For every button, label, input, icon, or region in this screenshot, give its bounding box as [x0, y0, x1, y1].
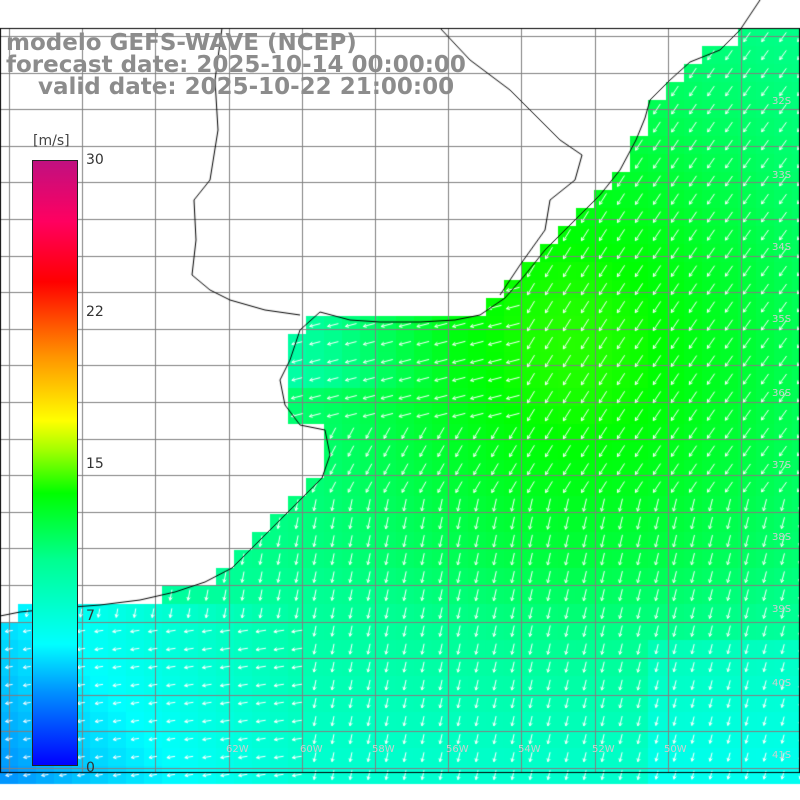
lat-label: 32S [772, 96, 792, 107]
lon-label: 58W [372, 744, 395, 755]
lon-label: 60W [300, 744, 323, 755]
model-title: modelo GEFS-WAVE (NCEP) [6, 30, 357, 56]
lon-label: 50W [664, 744, 687, 755]
lat-label: 40S [772, 678, 792, 689]
valid-date: valid date: 2025-10-22 21:00:00 [6, 74, 455, 100]
forecast-date: forecast date: 2025-10-14 00:00:00 [6, 52, 466, 78]
lat-label: 38S [772, 532, 792, 543]
colorbar-tick-30: 30 [86, 152, 104, 168]
lat-label: 33S [772, 170, 792, 181]
lat-label: 36S [772, 388, 792, 399]
lat-label: 39S [772, 604, 792, 615]
colorbar-tick-7: 7 [86, 608, 95, 624]
colorbar-unit: [m/s] [33, 133, 70, 149]
lon-label: 62W [226, 744, 249, 755]
lat-label: 34S [772, 242, 792, 253]
lon-label: 56W [446, 744, 469, 755]
colorbar-tick-0: 0 [86, 760, 95, 776]
lon-label: 52W [592, 744, 615, 755]
colorbar [32, 160, 78, 766]
colorbar-tick-15: 15 [86, 456, 104, 472]
lat-label: 37S [772, 460, 792, 471]
lat-label: 41S [772, 750, 792, 761]
colorbar-tick-22: 22 [86, 304, 104, 320]
lat-label: 35S [772, 314, 792, 325]
lon-label: 54W [518, 744, 541, 755]
